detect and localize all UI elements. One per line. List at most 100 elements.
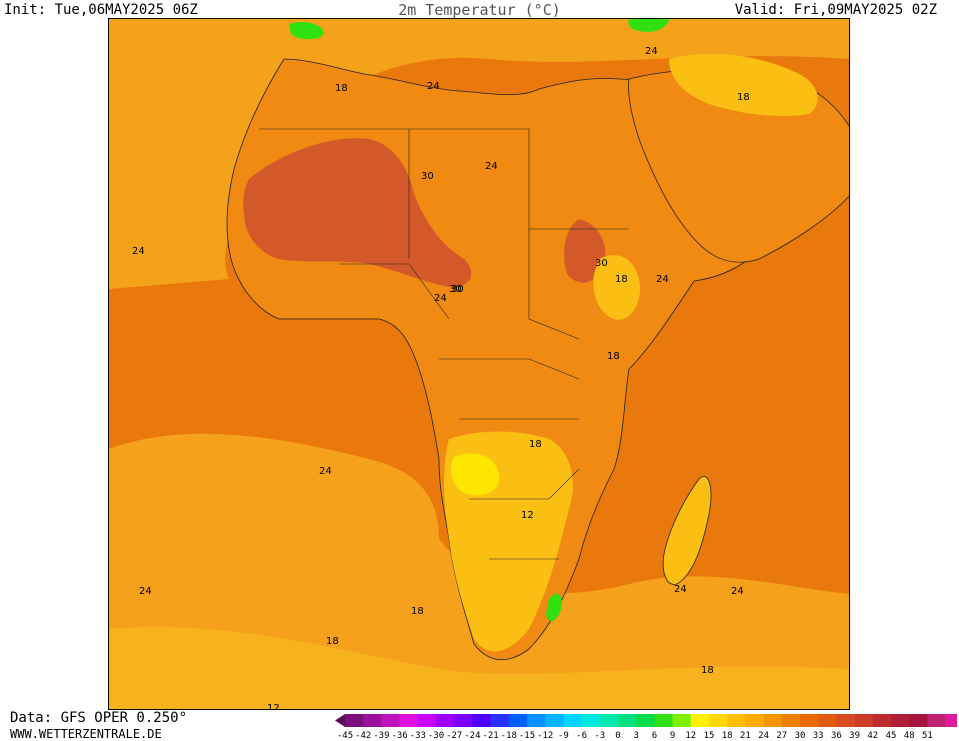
legend-tick-labels: -45 -42 -39 -36 -33 -30 -27 -24 -21 -18 -15 -12 -9 -6… bbox=[337, 731, 933, 740]
legend-swatch bbox=[345, 714, 364, 727]
legend-tick-label: -18 bbox=[501, 731, 517, 740]
chart-title: 2m Temperatur (°C) bbox=[398, 1, 561, 19]
legend-swatch bbox=[654, 714, 673, 727]
legend-swatch bbox=[563, 714, 582, 727]
green-highland-south bbox=[546, 593, 562, 621]
sudan-hot-core bbox=[564, 219, 606, 283]
legend-swatch bbox=[854, 714, 874, 727]
ethiopia-highland bbox=[593, 255, 640, 320]
legend-swatch bbox=[490, 714, 510, 727]
contour-label: 30 bbox=[449, 284, 462, 295]
legend-swatch bbox=[690, 714, 710, 727]
country-borders bbox=[259, 128, 629, 560]
legend-swatch bbox=[672, 714, 692, 727]
contour-label: 18 bbox=[326, 636, 339, 647]
legend-swatch bbox=[527, 714, 546, 727]
legend-swatch bbox=[599, 714, 619, 727]
legend-tick-label: -33 bbox=[410, 731, 426, 740]
contour-label: 12 bbox=[267, 703, 280, 710]
legend-tick-label: 36 bbox=[831, 731, 842, 740]
legend-tick-label: 30 bbox=[795, 731, 806, 740]
contour-label: 24 bbox=[427, 81, 440, 92]
legend-tick-label: 9 bbox=[670, 731, 675, 740]
legend-swatch bbox=[836, 714, 855, 727]
contour-label: 24 bbox=[485, 161, 498, 172]
legend-tick-label: -45 bbox=[337, 731, 353, 740]
contour-label: 24 bbox=[434, 293, 447, 304]
legend-tick-label: -27 bbox=[446, 731, 462, 740]
legend-tick-label: 15 bbox=[704, 731, 715, 740]
legend-tick-label: 18 bbox=[722, 731, 733, 740]
contour-label: 12 bbox=[521, 510, 534, 521]
legend-swatch bbox=[763, 714, 783, 727]
southern-ocean-cool-band bbox=[109, 433, 849, 709]
contour-labels: 18 24 30 24 30 24 18 24 30 30 24 24 18 1… bbox=[132, 46, 750, 710]
legend-tick-label: -36 bbox=[391, 731, 407, 740]
legend-swatch bbox=[472, 714, 491, 727]
legend-swatch bbox=[800, 714, 819, 727]
legend-swatch bbox=[399, 714, 419, 727]
legend-swatch bbox=[709, 714, 728, 727]
legend-tick-label: 42 bbox=[867, 731, 878, 740]
legend-tick-label: 45 bbox=[886, 731, 897, 740]
legend-tick-label: 27 bbox=[776, 731, 787, 740]
contour-label: 18 bbox=[411, 606, 424, 617]
legend-tick-label: -24 bbox=[464, 731, 480, 740]
valid-time-label: Valid: Fri,09MAY2025 02Z bbox=[734, 2, 937, 18]
legend-tick-label: -12 bbox=[537, 731, 553, 740]
contour-label: 24 bbox=[319, 466, 332, 477]
contour-label: 18 bbox=[529, 439, 542, 450]
legend-swatch bbox=[454, 714, 473, 727]
contour-label: 18 bbox=[615, 274, 628, 285]
legend-swatch bbox=[545, 714, 564, 727]
contour-label: 24 bbox=[656, 274, 669, 285]
contour-label: 24 bbox=[139, 586, 152, 597]
contour-label: 24 bbox=[132, 246, 145, 257]
contour-label: 24 bbox=[645, 46, 658, 57]
contour-label: 18 bbox=[607, 351, 620, 362]
legend-swatch bbox=[363, 714, 382, 727]
legend-swatch bbox=[417, 714, 437, 727]
legend-tick-label: -42 bbox=[355, 731, 371, 740]
legend-tick-label: -6 bbox=[576, 731, 587, 740]
legend-swatch bbox=[781, 714, 801, 727]
legend-swatch bbox=[909, 714, 928, 727]
temperature-map[interactable]: 18 24 30 24 30 24 18 24 30 30 24 24 18 1… bbox=[108, 18, 850, 710]
contour-label: 18 bbox=[335, 83, 348, 94]
map-canvas: 18 24 30 24 30 24 18 24 30 30 24 24 18 1… bbox=[109, 19, 849, 710]
madagascar bbox=[662, 476, 712, 585]
legend-tick-label: 48 bbox=[904, 731, 915, 740]
legend-swatch bbox=[872, 714, 892, 727]
legend-swatch bbox=[945, 714, 957, 727]
legend-swatch bbox=[745, 714, 764, 727]
far-south-ocean-band bbox=[109, 627, 849, 709]
legend-swatch bbox=[618, 714, 637, 727]
legend-swatch bbox=[927, 714, 946, 727]
legend-tick-label: 0 bbox=[615, 731, 620, 740]
legend-tick-label: 39 bbox=[849, 731, 860, 740]
legend-swatch bbox=[818, 714, 837, 727]
kalahari-cool bbox=[450, 453, 500, 496]
website-label: WWW.WETTERZENTRALE.DE bbox=[10, 727, 162, 741]
contour-label: 30 bbox=[451, 284, 464, 295]
contour-label: 18 bbox=[701, 665, 714, 676]
legend-tick-label: 6 bbox=[652, 731, 657, 740]
init-time-label: Init: Tue,06MAY2025 06Z bbox=[4, 2, 198, 18]
legend-tick-label: -39 bbox=[373, 731, 389, 740]
sahel-hot-core bbox=[243, 138, 472, 288]
legend-swatch bbox=[581, 714, 601, 727]
legend-arrow-low bbox=[335, 714, 345, 727]
legend-swatch bbox=[436, 714, 455, 727]
contour-label: 24 bbox=[674, 584, 687, 595]
legend-tick-label: 24 bbox=[758, 731, 769, 740]
legend-tick-label: 21 bbox=[740, 731, 751, 740]
legend-swatch bbox=[727, 714, 746, 727]
green-atlas bbox=[289, 22, 324, 40]
legend-tick-label: 33 bbox=[813, 731, 824, 740]
arabia-mild-north bbox=[669, 54, 818, 116]
legend-tick-label: -9 bbox=[558, 731, 569, 740]
contour-label: 30 bbox=[421, 171, 434, 182]
legend-tick-label: -15 bbox=[519, 731, 535, 740]
green-turkey bbox=[628, 19, 669, 32]
contour-label: 30 bbox=[595, 258, 608, 269]
